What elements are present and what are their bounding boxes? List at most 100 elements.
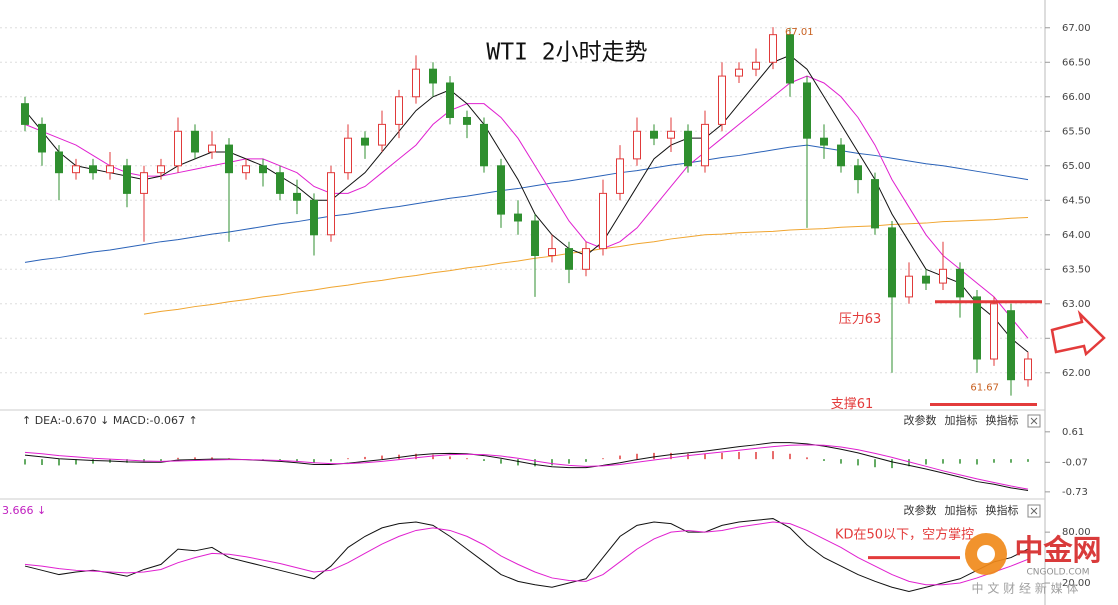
watermark-domain: CNGOLD.COM: [1026, 568, 1089, 578]
candle-body: [956, 268, 964, 298]
line-series: [24, 444, 1029, 490]
y-tick-label: 63.50: [1062, 264, 1091, 275]
y-tick-label: 64.00: [1062, 230, 1091, 241]
y-tick-label: 80.00: [1062, 527, 1091, 538]
candle-body: [429, 68, 437, 84]
candle-body: [1007, 310, 1015, 381]
candle-body: [837, 144, 845, 167]
extreme-label: 67.01: [785, 27, 814, 38]
toolbar-button[interactable]: 换指标: [986, 503, 1019, 517]
y-tick-label: -0.73: [1062, 487, 1088, 498]
line-series: [24, 75, 1029, 339]
candle-body: [684, 130, 692, 167]
candle-body: [701, 123, 709, 167]
y-tick-label: 67.00: [1062, 23, 1091, 34]
candle-body: [990, 303, 998, 360]
candle-body: [140, 172, 148, 194]
candle-body: [89, 165, 97, 174]
toolbar-button[interactable]: 改参数: [904, 413, 937, 427]
candle-body: [650, 130, 658, 139]
candle-body: [582, 248, 590, 270]
candle-body: [174, 130, 182, 167]
line-series: [24, 521, 1029, 586]
candle-body: [514, 213, 522, 222]
y-tick-label: 66.50: [1062, 57, 1091, 68]
chart-title: WTI 2小时走势: [486, 40, 647, 66]
watermark-name: 中金网: [1014, 533, 1101, 567]
candle-body: [72, 165, 80, 174]
candle-body: [361, 137, 369, 146]
candle-body: [259, 165, 267, 174]
toolbar-button[interactable]: 加指标: [945, 413, 978, 427]
y-tick-label: 65.50: [1062, 126, 1091, 137]
candle-body: [939, 268, 947, 284]
toolbar-button[interactable]: 改参数: [904, 503, 937, 517]
y-tick-label: 63.00: [1062, 299, 1091, 310]
candle-body: [310, 199, 318, 236]
candle-body: [191, 130, 199, 153]
candle-body: [888, 227, 896, 298]
y-tick-label: 62.00: [1062, 368, 1091, 379]
candle-body: [922, 275, 930, 284]
candle-body: [905, 275, 913, 298]
candle-body: [55, 151, 63, 174]
line-series: [24, 54, 1029, 353]
candle-body: [344, 137, 352, 174]
y-tick-label: 0.61: [1062, 427, 1084, 438]
line-series: [24, 144, 1029, 263]
candle-body: [293, 192, 301, 201]
candle-body: [446, 82, 454, 118]
candle-body: [276, 172, 284, 194]
candle-body: [242, 165, 250, 174]
candle-body: [565, 248, 573, 270]
candle-body: [21, 103, 29, 125]
candle-body: [718, 75, 726, 125]
toolbar-button[interactable]: 加指标: [945, 503, 978, 517]
candle-body: [599, 192, 607, 250]
plot-area: 62.0062.5063.0063.5064.0064.5065.0065.50…: [0, 23, 1091, 593]
candle-body: [378, 123, 386, 146]
candle-body: [752, 61, 760, 70]
y-tick-label: 66.00: [1062, 92, 1091, 103]
watermark-slogan: 中 文 财 经 新 媒 体: [972, 581, 1079, 596]
candle-body: [497, 165, 505, 215]
toolbar-button[interactable]: 换指标: [986, 413, 1019, 427]
candle-body: [225, 144, 233, 174]
candle-body: [412, 68, 420, 98]
extreme-label: 61.67: [970, 383, 999, 394]
candle-body: [208, 144, 216, 153]
macd-header: ↑ DEA:-0.670 ↓ MACD:-0.067 ↑: [22, 414, 198, 427]
level-label: 压力63: [839, 312, 882, 327]
candle-body: [106, 165, 114, 174]
candle-body: [769, 34, 777, 63]
candle-body: [157, 165, 165, 174]
toolbar: 改参数 加指标 换指标 改参数 加指标 换指标: [904, 413, 1041, 518]
candle-body: [871, 179, 879, 229]
candle-body: [820, 137, 828, 146]
line-series: [24, 518, 1029, 593]
candle-body: [973, 296, 981, 360]
candle-body: [786, 34, 794, 84]
close-button[interactable]: [1027, 414, 1041, 428]
candle-body: [463, 116, 471, 125]
candle-body: [1024, 358, 1032, 381]
arrow-icon: [1050, 309, 1106, 357]
candle-body: [123, 165, 131, 194]
close-button[interactable]: [1027, 504, 1041, 518]
kd-header: 3.666 ↓: [2, 504, 46, 517]
y-tick-label: -0.07: [1062, 457, 1088, 468]
candle-body: [803, 82, 811, 139]
candle-body: [327, 172, 335, 236]
candle-body: [548, 248, 556, 256]
candle-body: [667, 130, 675, 139]
candle-body: [633, 130, 641, 160]
y-tick-label: 65.00: [1062, 161, 1091, 172]
candle-body: [854, 165, 862, 181]
candle-body: [395, 96, 403, 125]
candle-body: [735, 68, 743, 77]
annotation-label: KD在50以下，空方掌控: [835, 527, 974, 543]
watermark-logo: [977, 545, 995, 563]
y-tick-label: 64.50: [1062, 195, 1091, 206]
